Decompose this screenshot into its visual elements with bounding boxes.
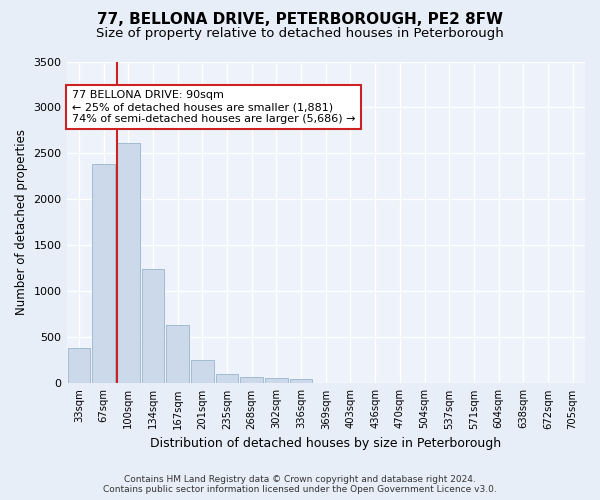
Bar — [92, 164, 115, 384]
Text: Contains HM Land Registry data © Crown copyright and database right 2024.
Contai: Contains HM Land Registry data © Crown c… — [103, 474, 497, 494]
X-axis label: Distribution of detached houses by size in Peterborough: Distribution of detached houses by size … — [150, 437, 502, 450]
Text: 77 BELLONA DRIVE: 90sqm
← 25% of detached houses are smaller (1,881)
74% of semi: 77 BELLONA DRIVE: 90sqm ← 25% of detache… — [72, 90, 355, 124]
Bar — [166, 324, 189, 384]
Bar — [290, 379, 313, 384]
Bar — [215, 374, 238, 384]
Bar — [191, 360, 214, 384]
Y-axis label: Number of detached properties: Number of detached properties — [15, 130, 28, 316]
Text: 77, BELLONA DRIVE, PETERBOROUGH, PE2 8FW: 77, BELLONA DRIVE, PETERBOROUGH, PE2 8FW — [97, 12, 503, 28]
Bar — [241, 378, 263, 384]
Bar — [117, 144, 140, 384]
Bar — [265, 378, 288, 384]
Bar — [68, 348, 90, 384]
Text: Size of property relative to detached houses in Peterborough: Size of property relative to detached ho… — [96, 28, 504, 40]
Bar — [142, 270, 164, 384]
